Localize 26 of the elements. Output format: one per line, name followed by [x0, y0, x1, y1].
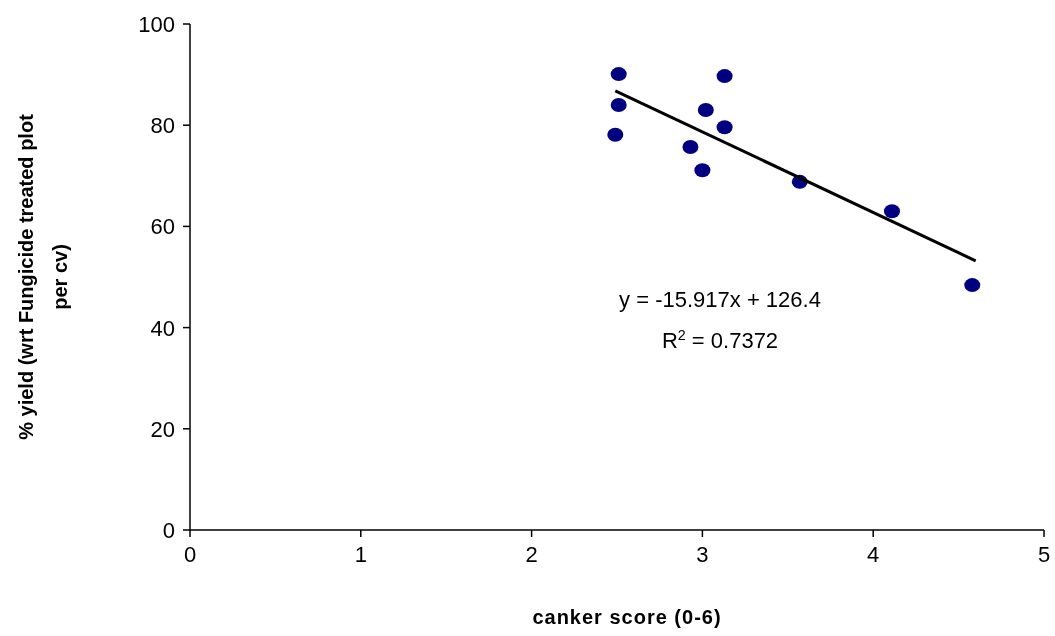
- x-tick-label: 5: [1037, 542, 1051, 567]
- point: [682, 139, 699, 154]
- point: [610, 67, 627, 82]
- y-tick-label: 80: [150, 113, 175, 139]
- y-tick-label: 60: [150, 214, 175, 240]
- x-tick-label: 0: [183, 542, 197, 567]
- point: [964, 278, 981, 293]
- y-tick-label: 100: [138, 12, 175, 37]
- x-tick-label: 4: [867, 542, 880, 567]
- point: [694, 163, 711, 178]
- y-tick-label: 0: [162, 518, 175, 543]
- x-tick-label: 3: [696, 542, 709, 567]
- point: [883, 204, 900, 219]
- point: [716, 120, 733, 135]
- point: [610, 97, 627, 112]
- point: [716, 69, 733, 84]
- annotation: y = -15.917x + 126.4: [619, 287, 821, 312]
- x-tick-label: 1: [354, 542, 367, 567]
- x-axis-title: canker score (0-6): [532, 606, 722, 628]
- y-axis-title: % yield (wrt Fungicide treated plot per cv): [15, 113, 71, 440]
- point: [607, 127, 624, 142]
- x-tick-label: 2: [525, 542, 538, 567]
- annotation: R$^{2}$ = 0.7372: [661, 327, 779, 353]
- y-tick-label: 40: [150, 315, 175, 341]
- point: [697, 103, 714, 118]
- y-tick-label: 20: [150, 416, 175, 442]
